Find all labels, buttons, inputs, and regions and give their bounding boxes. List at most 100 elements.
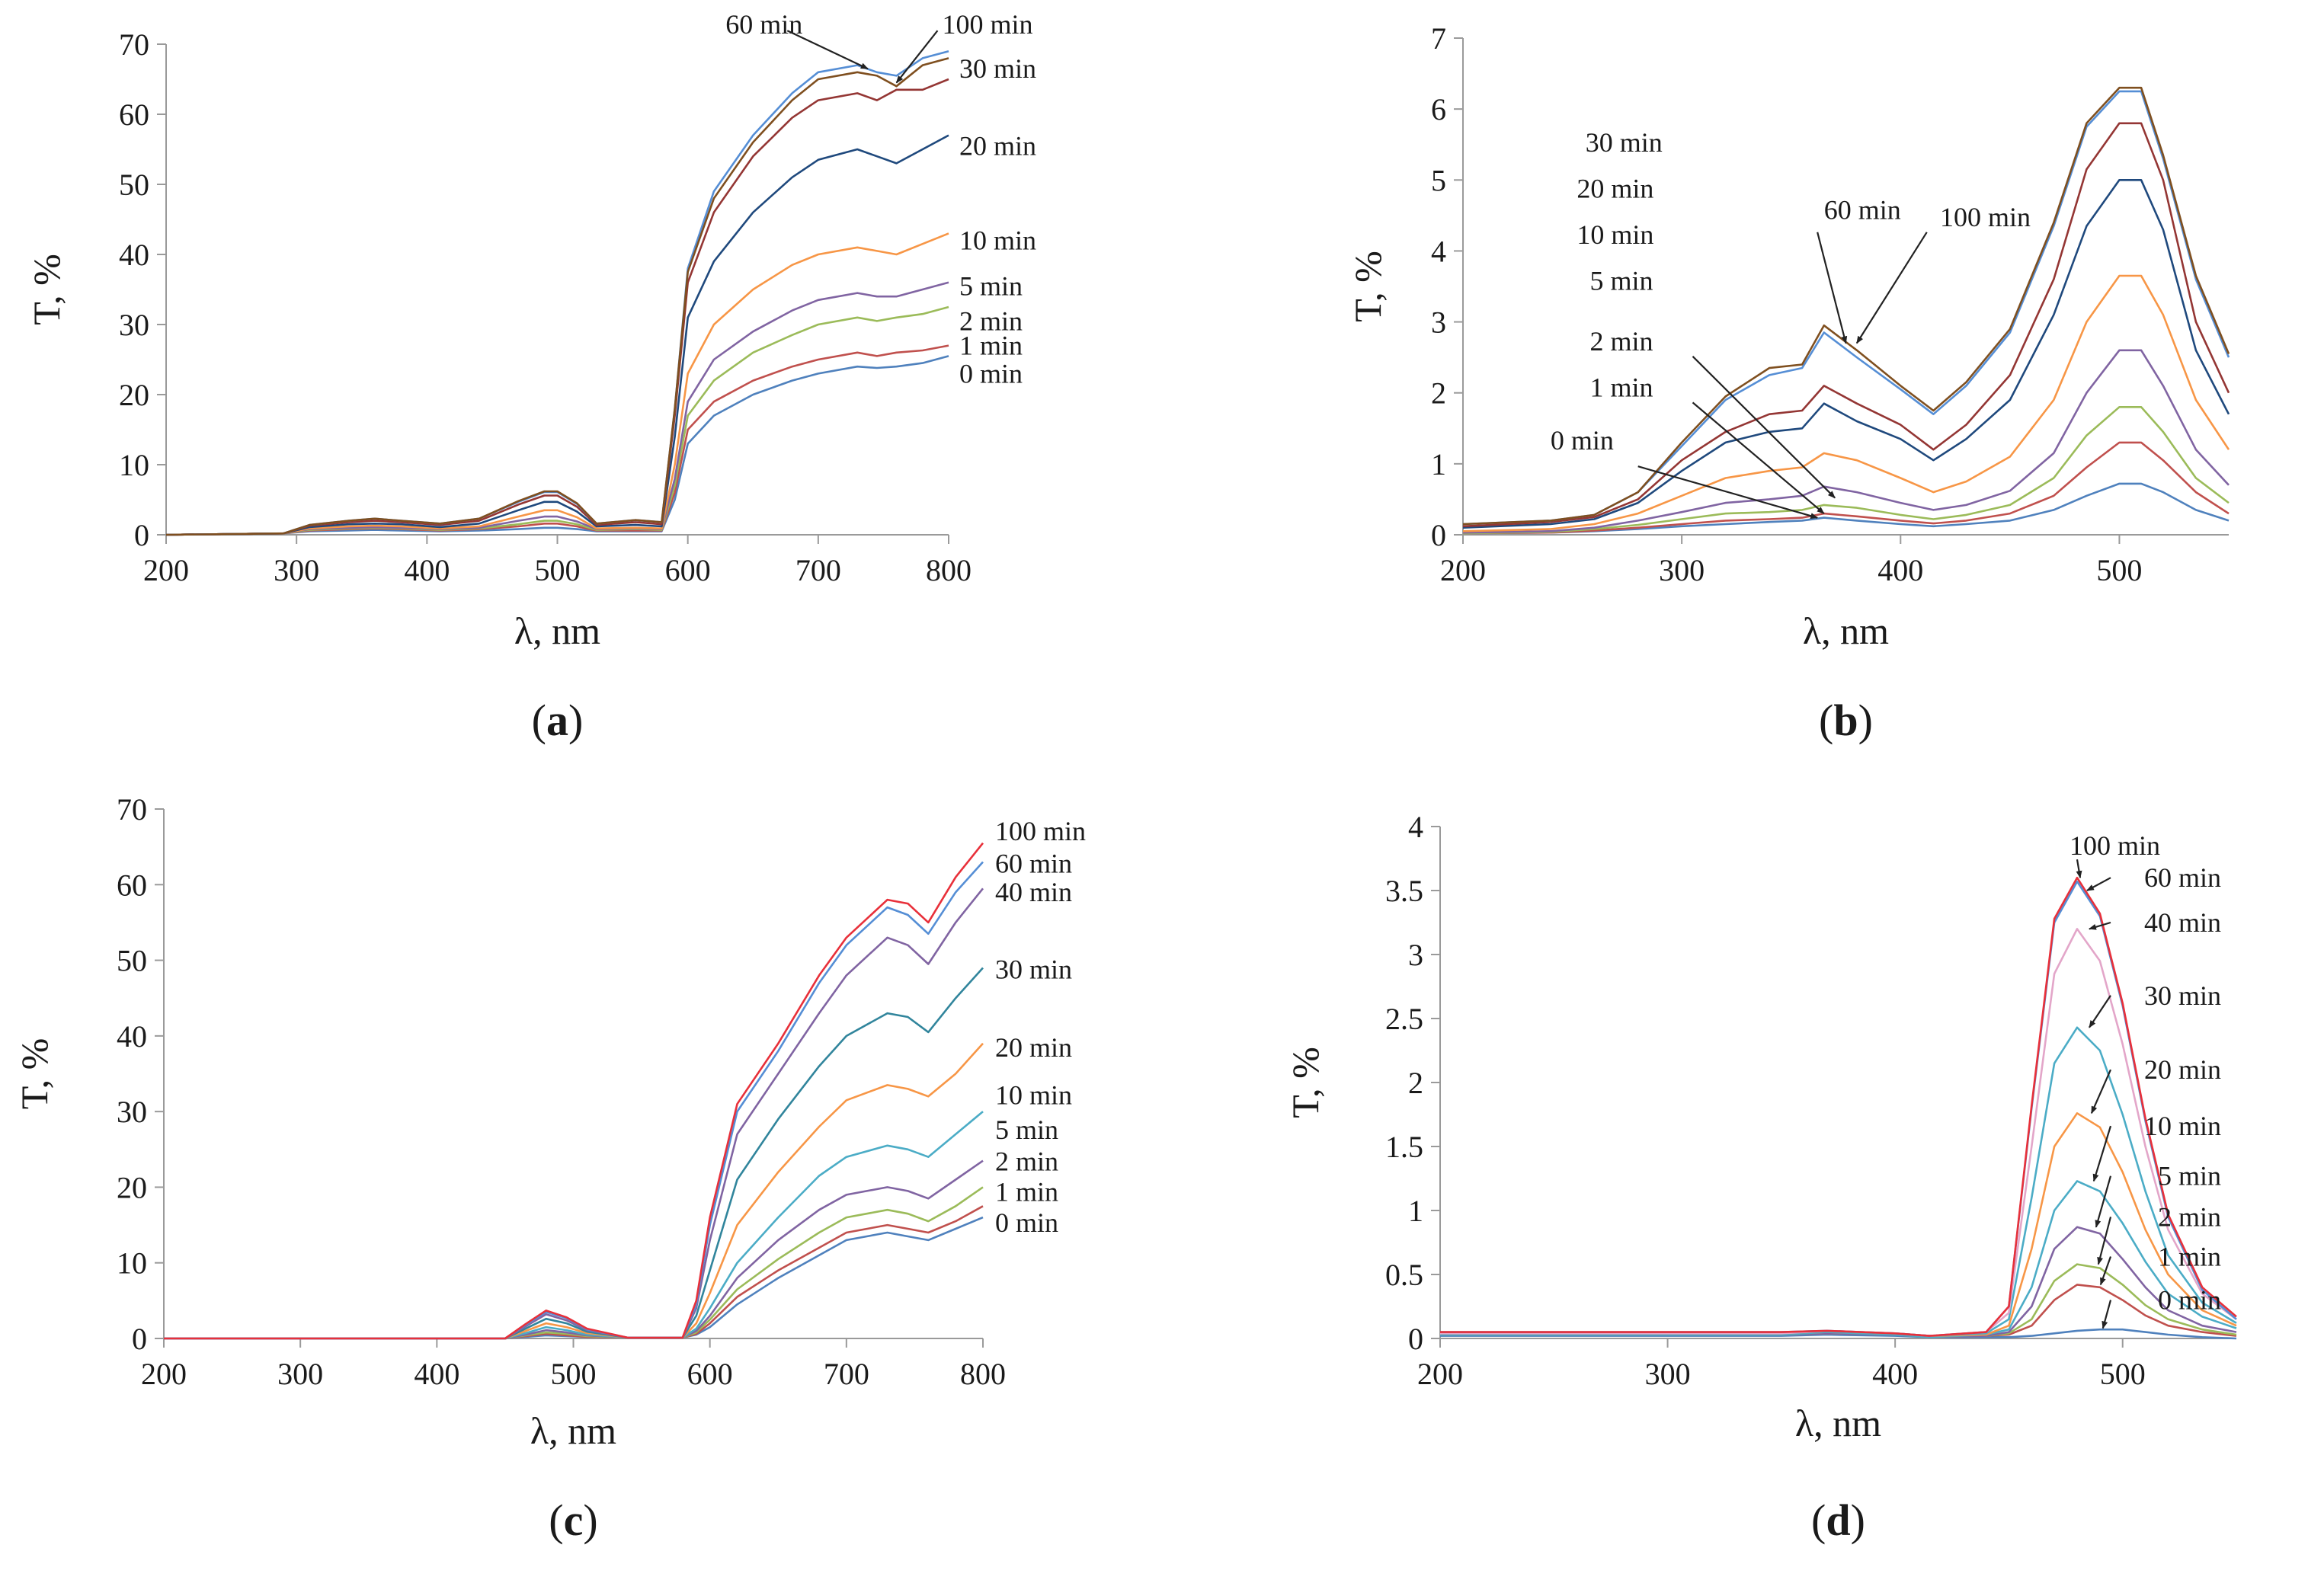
y-tick-label: 60 xyxy=(119,98,149,132)
annotation-label: 10 min xyxy=(1577,219,1653,250)
series-line-5-min xyxy=(1440,1226,2237,1338)
series-line-100-min xyxy=(164,842,984,1340)
series-label: 10 min xyxy=(959,225,1036,256)
x-axis-title: λ, nm xyxy=(514,609,600,652)
annotation-arrow xyxy=(1637,465,1819,520)
series-line-30-min xyxy=(1462,122,2230,528)
annotation-label: 100 min xyxy=(942,9,1032,40)
x-tick-label: 200 xyxy=(143,553,189,587)
x-axis-title: λ, nm xyxy=(1795,1402,1881,1444)
x-tick-label: 700 xyxy=(795,553,841,587)
x-tick-label: 300 xyxy=(1659,553,1705,587)
series-line-100-min xyxy=(1462,86,2230,526)
annotation-label: 1 min xyxy=(1590,372,1653,402)
annotation-arrow xyxy=(1692,356,1836,499)
series-label: 1 min xyxy=(995,1176,1058,1207)
series-label: 40 min xyxy=(995,877,1072,907)
series-line-20-min xyxy=(165,134,949,536)
annotation-arrow xyxy=(2097,1217,2112,1265)
y-tick-label: 10 xyxy=(119,448,149,482)
series-label: 100 min xyxy=(995,816,1086,846)
x-tick-label: 400 xyxy=(1872,1357,1918,1391)
y-tick-label: 4 xyxy=(1408,810,1423,844)
y-tick-label: 30 xyxy=(117,1095,147,1129)
series-line-1-min xyxy=(1462,441,2230,535)
x-tick-label: 700 xyxy=(824,1357,869,1391)
series-label: 5 min xyxy=(959,270,1023,301)
series-line-10-min xyxy=(164,1111,984,1340)
annotation-arrow xyxy=(786,30,869,70)
y-tick-label: 7 xyxy=(1431,21,1446,56)
y-tick-label: 10 xyxy=(117,1246,147,1281)
series-label: 5 min xyxy=(995,1114,1058,1145)
y-tick-label: 3.5 xyxy=(1385,874,1423,908)
series-label: 0 min xyxy=(995,1207,1058,1238)
x-tick-label: 600 xyxy=(687,1357,733,1391)
annotation-arrow xyxy=(2088,921,2111,930)
annotation-label: 0 min xyxy=(2158,1285,2221,1316)
y-tick-label: 5 xyxy=(1431,163,1446,197)
y-tick-label: 0 xyxy=(1408,1322,1423,1356)
series-line-0-min xyxy=(165,355,949,536)
series-line-100-min xyxy=(1440,876,2237,1337)
series-line-5-min xyxy=(164,1159,984,1340)
annotation-label: 60 min xyxy=(1824,195,1901,225)
x-tick-label: 300 xyxy=(277,1357,323,1391)
y-tick-label: 4 xyxy=(1431,234,1446,268)
series-line-40-min xyxy=(1440,928,2237,1337)
y-tick-label: 3 xyxy=(1431,305,1446,340)
panel-label: (a) xyxy=(532,696,584,745)
y-tick-label: 70 xyxy=(117,792,147,827)
y-tick-label: 20 xyxy=(117,1170,147,1204)
x-tick-label: 300 xyxy=(1645,1357,1691,1391)
series-line-60-min xyxy=(1462,90,2230,526)
annotation-label: 5 min xyxy=(2158,1161,2221,1191)
annotation-label: 1 min xyxy=(2158,1241,2221,1271)
series-line-10-min xyxy=(165,232,949,536)
series-line-20-min xyxy=(1462,179,2230,529)
y-tick-label: 2.5 xyxy=(1385,1002,1423,1036)
panel-label: (d) xyxy=(1811,1495,1865,1545)
annotation-arrow xyxy=(1692,401,1825,514)
y-tick-label: 20 xyxy=(119,378,149,412)
panel-label: (c) xyxy=(549,1495,597,1545)
y-axis-title: T, % xyxy=(1284,1047,1327,1118)
series-label: 2 min xyxy=(959,305,1023,336)
annotation-arrow xyxy=(2095,1175,2112,1228)
series-label: 20 min xyxy=(959,130,1036,161)
series-label: 20 min xyxy=(995,1032,1072,1063)
series-line-60-min xyxy=(1440,880,2237,1337)
y-tick-label: 30 xyxy=(119,308,149,342)
annotation-label: 60 min xyxy=(725,9,802,40)
series-line-5-min xyxy=(165,281,949,536)
panel-label: (b) xyxy=(1819,696,1873,745)
annotation-label: 30 min xyxy=(2144,980,2221,1011)
y-axis-title: T, % xyxy=(13,1038,56,1109)
series-line-60-min xyxy=(164,861,984,1340)
x-tick-label: 500 xyxy=(2100,1357,2146,1391)
annotation-label: 2 min xyxy=(1590,326,1653,357)
annotation-label: 30 min xyxy=(1586,127,1663,158)
series-line-40-min xyxy=(164,887,984,1340)
series-label: 1 min xyxy=(959,331,1023,361)
series-line-1-min xyxy=(164,1205,984,1340)
y-tick-label: 50 xyxy=(117,944,147,978)
series-label: 30 min xyxy=(959,53,1036,84)
annotation-label: 100 min xyxy=(1940,202,2031,232)
y-tick-label: 1 xyxy=(1431,447,1446,481)
annotation-label: 20 min xyxy=(2144,1054,2221,1085)
series-line-0-min xyxy=(1440,1328,2237,1340)
series-line-2-min xyxy=(165,305,949,536)
y-tick-label: 0.5 xyxy=(1385,1258,1423,1292)
series-line-100-min xyxy=(165,57,949,536)
x-tick-label: 400 xyxy=(404,553,450,587)
x-tick-label: 500 xyxy=(535,553,581,587)
chart-panel-c: 0 10 20 30 40 50 60 70 200 300 400 500 600 700 800 λ, n… xyxy=(13,792,1086,1545)
annotation-arrow xyxy=(895,30,939,84)
annotation-arrow xyxy=(2099,1256,2112,1286)
y-tick-label: 1.5 xyxy=(1385,1130,1423,1164)
x-tick-label: 500 xyxy=(2096,553,2142,587)
annotation-arrow xyxy=(2092,1125,2112,1182)
annotation-arrow xyxy=(2089,995,2111,1028)
